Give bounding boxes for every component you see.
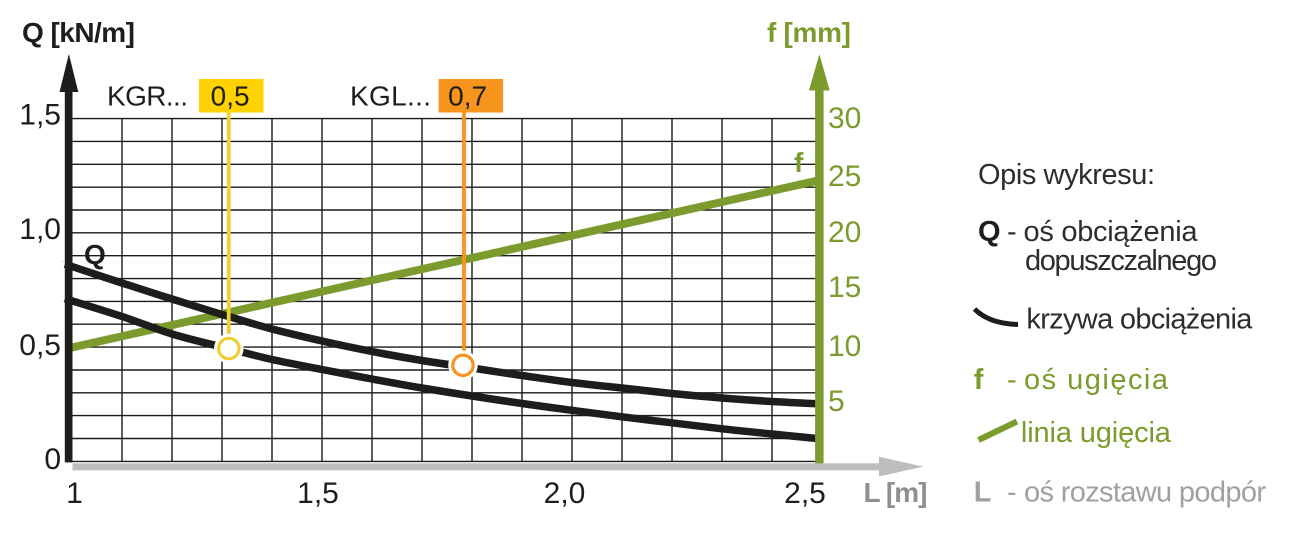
svg-text:-: - xyxy=(1007,364,1017,396)
svg-text:oś ugięcia: oś ugięcia xyxy=(1024,364,1169,396)
svg-text:1: 1 xyxy=(66,477,83,510)
svg-text:Q: Q xyxy=(84,239,106,270)
svg-text:20: 20 xyxy=(828,216,861,249)
svg-text:10: 10 xyxy=(828,330,861,363)
svg-text:0,5: 0,5 xyxy=(211,81,250,112)
svg-text:0,7: 0,7 xyxy=(448,81,487,112)
svg-text:KGL...: KGL... xyxy=(350,81,431,112)
svg-text:KGR...: KGR... xyxy=(107,81,188,112)
svg-text:-: - xyxy=(1007,476,1017,508)
svg-text:L: L xyxy=(974,476,992,508)
svg-text:f [mm]: f [mm] xyxy=(767,17,851,48)
svg-text:1,0: 1,0 xyxy=(19,213,61,246)
svg-text:Q [kN/m]: Q [kN/m] xyxy=(22,17,135,48)
svg-text:f: f xyxy=(974,364,984,396)
svg-text:L [m]: L [m] xyxy=(864,477,928,508)
svg-text:Q: Q xyxy=(978,216,1001,248)
svg-text:oś rozstawu podpór: oś rozstawu podpór xyxy=(1024,476,1266,508)
svg-text:dopuszczalnego: dopuszczalnego xyxy=(1025,245,1217,277)
svg-text:25: 25 xyxy=(828,160,861,193)
svg-text:f: f xyxy=(794,147,804,178)
svg-text:30: 30 xyxy=(828,102,861,135)
svg-text:oś obciążenia: oś obciążenia xyxy=(1024,216,1199,248)
svg-text:2,5: 2,5 xyxy=(784,477,826,510)
svg-text:5: 5 xyxy=(828,385,845,418)
svg-text:krzywa obciążenia: krzywa obciążenia xyxy=(1026,303,1253,335)
svg-text:1,5: 1,5 xyxy=(19,99,61,132)
svg-text:0,5: 0,5 xyxy=(19,329,61,362)
svg-text:0: 0 xyxy=(44,443,61,476)
svg-text:1,5: 1,5 xyxy=(297,477,339,510)
svg-text:-: - xyxy=(1007,216,1017,248)
svg-text:linia ugięcia: linia ugięcia xyxy=(1021,417,1172,449)
svg-text:15: 15 xyxy=(828,271,861,304)
svg-text:2,0: 2,0 xyxy=(544,477,586,510)
svg-text:Opis wykresu:: Opis wykresu: xyxy=(978,159,1155,191)
